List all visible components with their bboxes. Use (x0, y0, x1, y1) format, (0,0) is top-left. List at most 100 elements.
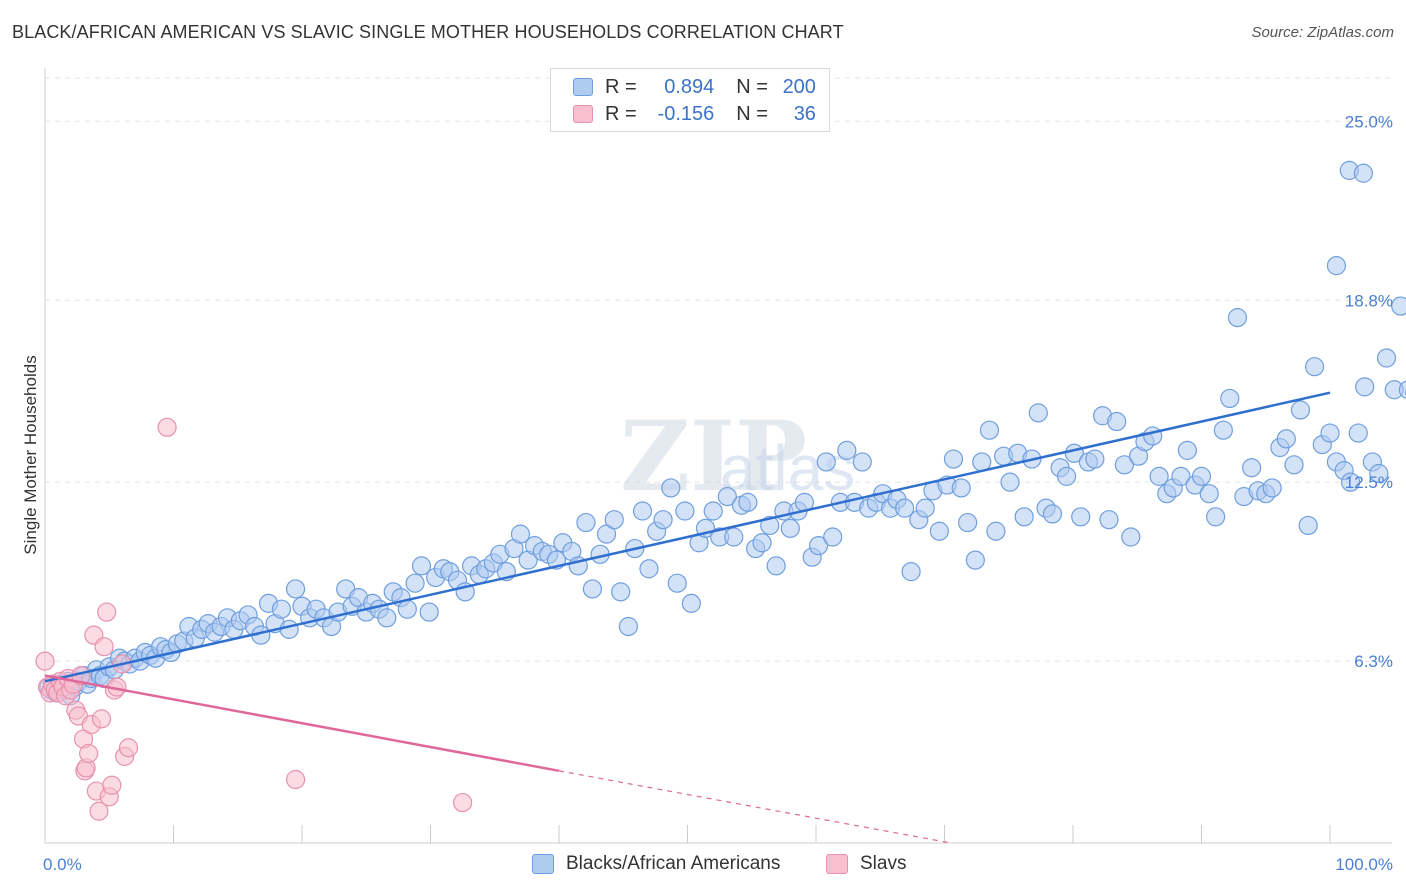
data-point-blacks (1353, 163, 1374, 183)
data-point-blacks (1304, 357, 1325, 377)
data-point-blacks (1114, 455, 1135, 475)
data-point-blacks (1242, 458, 1262, 478)
data-point-blacks (1276, 429, 1296, 449)
data-point-blacks (661, 478, 681, 498)
data-point-blacks (632, 501, 653, 521)
y-tick-label: 6.3% (1354, 652, 1393, 671)
legend-r-value: -0.156 (657, 102, 715, 125)
data-point-blacks (377, 608, 397, 628)
data-point-blacks (1199, 484, 1219, 504)
data-point-blacks (604, 510, 624, 530)
data-point-blacks (724, 527, 744, 547)
data-point-slavs (285, 769, 306, 790)
blue-swatch-icon (573, 78, 593, 96)
data-point-blacks (675, 501, 695, 521)
data-point-blacks (1391, 296, 1406, 316)
data-point-slavs (118, 738, 139, 758)
data-point-blacks (1099, 510, 1119, 530)
data-point-blacks (681, 593, 701, 613)
blue-swatch-icon (532, 854, 554, 874)
data-point-blacks (1171, 466, 1191, 486)
series-blacks-points (39, 160, 1406, 706)
data-point-blacks (837, 440, 857, 460)
data-point-blacks (419, 602, 439, 622)
data-point-blacks (703, 501, 723, 521)
data-point-slavs (91, 709, 112, 729)
data-point-slavs (97, 602, 117, 622)
trend-line-blacks (44, 391, 1331, 683)
data-point-blacks (1369, 463, 1389, 484)
data-point-slavs (453, 792, 473, 813)
legend-n-label: N = (736, 75, 768, 98)
pink-swatch-icon (826, 854, 848, 874)
data-point-blacks (943, 449, 964, 469)
bottom-legend-slavs: Slavs (826, 852, 906, 876)
data-point-blacks (639, 559, 659, 579)
grid-lines (45, 77, 1392, 662)
data-point-blacks (915, 498, 935, 518)
data-point-blacks (816, 452, 836, 472)
data-point-blacks (285, 579, 306, 599)
data-point-blacks (1262, 478, 1282, 498)
data-point-blacks (979, 420, 1000, 440)
data-point-blacks (1085, 449, 1105, 469)
x-tick-label: 0.0% (43, 855, 82, 874)
trend-lines (44, 391, 1331, 844)
data-point-blacks (1340, 472, 1361, 492)
data-point-blacks (1348, 423, 1368, 443)
data-point-blacks (766, 556, 786, 576)
legend-r-value: 0.894 (664, 75, 715, 98)
trend-line-slavs (44, 674, 560, 773)
y-tick-label: 18.8% (1345, 291, 1393, 310)
data-point-blacks (510, 524, 531, 544)
data-point-blacks (1143, 426, 1163, 446)
data-point-slavs (94, 637, 114, 657)
data-point-blacks (1071, 507, 1091, 527)
data-point-blacks (780, 518, 800, 538)
data-point-blacks (1320, 423, 1340, 443)
data-point-blacks (405, 573, 425, 593)
watermark: ZIP (620, 400, 807, 513)
data-point-blacks (1326, 256, 1347, 276)
data-point-blacks (279, 619, 299, 639)
data-point-blacks (901, 562, 921, 582)
trend-line-slavs-extension (558, 770, 952, 844)
bottom-legend-blacks: Blacks/African Americans (532, 852, 780, 876)
y-tick-label: 12.5% (1345, 473, 1393, 492)
data-point-blacks (752, 533, 772, 553)
data-point-blacks (958, 512, 978, 533)
data-point-blacks (1284, 455, 1304, 475)
data-point-blacks (808, 536, 829, 556)
data-point-blacks (1290, 400, 1311, 420)
data-point-blacks (1191, 466, 1212, 486)
data-point-blacks (1056, 466, 1077, 486)
data-point-blacks (852, 452, 872, 472)
legend-n-value: 36 (793, 102, 816, 125)
data-point-blacks (738, 492, 758, 512)
data-point-blacks (1000, 472, 1020, 492)
data-point-blacks (929, 521, 949, 541)
data-point-blacks (1206, 507, 1226, 527)
y-axis-label: Single Mother Households (21, 355, 40, 554)
data-point-blacks (397, 599, 417, 619)
data-point-blacks (1149, 466, 1169, 486)
data-point-blacks (411, 556, 432, 576)
data-point-blacks (1042, 504, 1063, 524)
data-point-blacks (611, 582, 631, 602)
data-point-blacks (760, 515, 780, 536)
pink-swatch-icon (573, 105, 593, 123)
data-point-blacks (1213, 420, 1233, 440)
x-tick-label: 100.0% (1335, 855, 1393, 874)
data-point-blacks (1220, 388, 1240, 409)
data-point-blacks (618, 616, 638, 637)
legend-n-value: 200 (782, 75, 816, 98)
series-slavs-points (35, 417, 473, 821)
data-point-slavs (35, 651, 55, 671)
bottom-legend-label: Slavs (860, 853, 907, 874)
data-point-blacks (271, 599, 292, 619)
data-point-blacks (1028, 403, 1048, 423)
data-point-blacks (1227, 308, 1248, 328)
legend-row-blacks: R = 0.894 N = 200 (573, 75, 816, 99)
legend-r-label: R = (605, 102, 637, 125)
